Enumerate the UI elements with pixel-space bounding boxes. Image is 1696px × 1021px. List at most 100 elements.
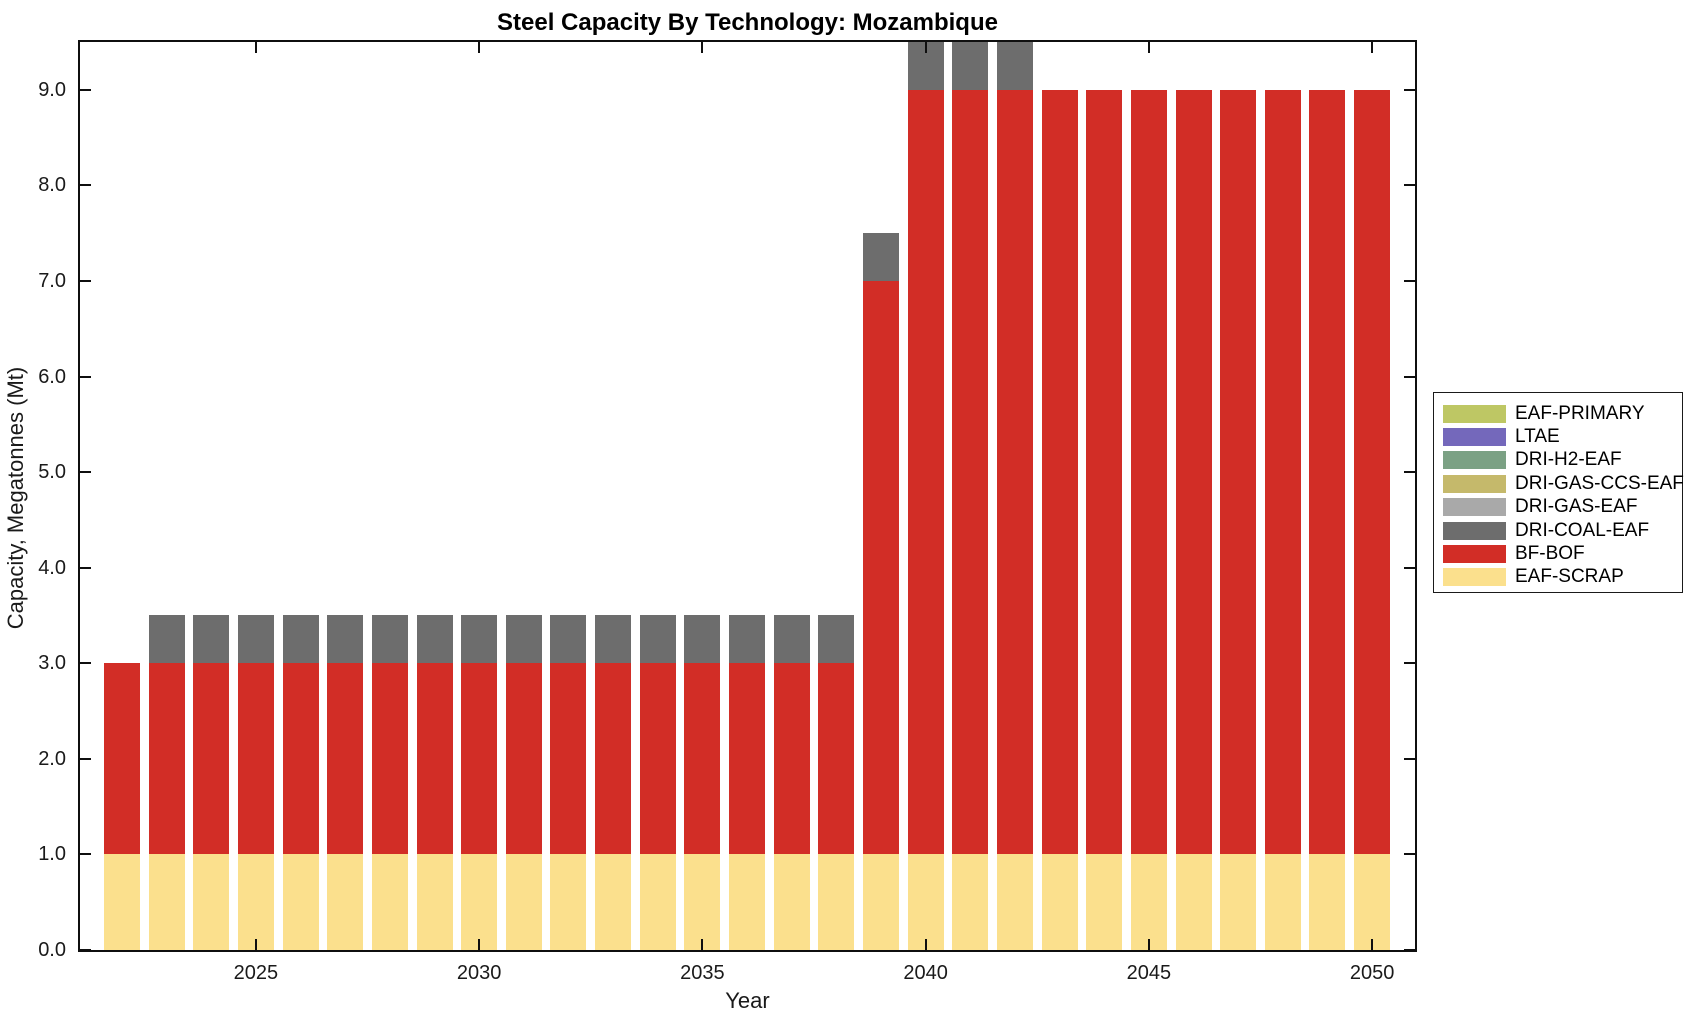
bar-segment-bf-bof-2038 xyxy=(818,663,855,855)
bar-segment-dri-coal-eaf-2042 xyxy=(996,42,1033,90)
bar-segment-eaf-scrap-2049 xyxy=(1309,854,1346,950)
legend-label: DRI-GAS-CCS-EAF xyxy=(1515,472,1684,494)
x-tick xyxy=(478,939,481,950)
x-tick-label-2050: 2050 xyxy=(1349,962,1395,984)
chart-title: Steel Capacity By Technology: Mozambique xyxy=(497,9,998,36)
legend-swatch-dri-coal-eaf xyxy=(1443,521,1506,540)
bar-segment-eaf-scrap-2029 xyxy=(416,854,453,950)
x-tick-top xyxy=(701,42,704,53)
y-tick-right xyxy=(1404,375,1415,378)
bar-segment-bf-bof-2026 xyxy=(282,663,319,855)
y-tick-right xyxy=(1404,88,1415,91)
bar-segment-eaf-scrap-2027 xyxy=(327,854,364,950)
bar-segment-bf-bof-2023 xyxy=(148,663,185,855)
y-axis-label: Capacity, Megatonnes (Mt) xyxy=(3,366,28,630)
bar-segment-dri-coal-eaf-2033 xyxy=(595,615,632,664)
bar-segment-bf-bof-2028 xyxy=(371,663,408,855)
legend-swatch-ltae xyxy=(1443,428,1506,447)
legend-label: EAF-PRIMARY xyxy=(1515,402,1645,424)
x-axis-label: Year xyxy=(725,988,770,1013)
legend-label: DRI-COAL-EAF xyxy=(1515,519,1650,541)
bar-segment-eaf-scrap-2047 xyxy=(1220,854,1257,950)
x-tick-label-2040: 2040 xyxy=(903,962,948,984)
bar-segment-eaf-scrap-2028 xyxy=(371,854,408,950)
bar-segment-bf-bof-2022 xyxy=(103,663,140,855)
bar-segment-bf-bof-2034 xyxy=(639,663,676,855)
bar-segment-bf-bof-2039 xyxy=(863,280,899,855)
y-tick-right xyxy=(1404,757,1415,760)
y-tick xyxy=(80,279,91,282)
bar-segment-eaf-scrap-2023 xyxy=(148,854,185,950)
legend-swatch-eaf-scrap xyxy=(1443,568,1506,587)
x-tick-top xyxy=(478,42,481,53)
bar-segment-eaf-scrap-2043 xyxy=(1041,854,1078,950)
bar-segment-dri-coal-eaf-2023 xyxy=(148,615,185,664)
legend-swatch-bf-bof xyxy=(1443,545,1506,564)
legend-item-dri-gas-ccs-eaf: DRI-GAS-CCS-EAF xyxy=(1443,472,1684,495)
legend-label: DRI-GAS-EAF xyxy=(1515,496,1638,518)
bar-segment-bf-bof-2045 xyxy=(1130,89,1167,855)
legend-item-bf-bof: BF-BOF xyxy=(1443,542,1682,565)
y-tick-right xyxy=(1404,279,1415,282)
legend-item-eaf-scrap: EAF-SCRAP xyxy=(1443,566,1682,589)
bar-segment-bf-bof-2049 xyxy=(1309,89,1346,855)
bar-segment-bf-bof-2043 xyxy=(1041,89,1078,855)
bar-segment-dri-coal-eaf-2030 xyxy=(461,615,498,664)
legend-item-dri-gas-eaf: DRI-GAS-EAF xyxy=(1443,496,1682,519)
legend-item-ltae: LTAE xyxy=(1443,425,1682,448)
x-tick xyxy=(701,939,704,950)
y-tick-right xyxy=(1404,662,1415,665)
y-tick-right xyxy=(1404,471,1415,474)
y-tick xyxy=(80,757,91,760)
bar-segment-dri-coal-eaf-2028 xyxy=(371,615,408,664)
bar-segment-eaf-scrap-2048 xyxy=(1264,854,1301,950)
legend-label: LTAE xyxy=(1515,426,1560,448)
legend-item-dri-h2-eaf: DRI-H2-EAF xyxy=(1443,449,1682,472)
x-tick-top xyxy=(1371,42,1374,53)
bar-segment-dri-coal-eaf-2037 xyxy=(773,615,810,664)
y-tick xyxy=(80,949,91,951)
bar-segment-dri-coal-eaf-2029 xyxy=(416,615,453,664)
bar-segment-eaf-scrap-2042 xyxy=(996,854,1033,950)
x-tick-top xyxy=(924,42,927,53)
bar-segment-dri-coal-eaf-2035 xyxy=(684,615,721,664)
y-tick-label-3.0: 3.0 xyxy=(38,652,66,675)
bar-segment-bf-bof-2027 xyxy=(327,663,364,855)
legend-swatch-dri-h2-eaf xyxy=(1443,451,1506,470)
x-tick xyxy=(1371,939,1374,950)
bar-segment-eaf-scrap-2030 xyxy=(461,854,498,950)
bar-segment-bf-bof-2029 xyxy=(416,663,453,855)
x-tick-label-2045: 2045 xyxy=(1126,962,1172,984)
y-tick-right xyxy=(1404,566,1415,569)
bar-segment-bf-bof-2037 xyxy=(773,663,810,855)
x-tick xyxy=(924,939,927,950)
plot-area xyxy=(78,40,1417,952)
y-tick-label-4.0: 4.0 xyxy=(38,556,66,579)
y-tick-label-8.0: 8.0 xyxy=(38,174,66,197)
bar-segment-bf-bof-2042 xyxy=(996,89,1033,855)
y-tick-label-2.0: 2.0 xyxy=(38,747,66,770)
bar-segment-eaf-scrap-2039 xyxy=(863,854,899,950)
bar-segment-eaf-scrap-2046 xyxy=(1175,854,1212,950)
bar-segment-bf-bof-2036 xyxy=(729,663,766,855)
legend-swatch-eaf-primary xyxy=(1443,404,1506,423)
bar-segment-dri-coal-eaf-2036 xyxy=(729,615,766,664)
legend: EAF-PRIMARY LTAE DRI-H2-EAF DRI-GAS-CCS-EAF… xyxy=(1433,392,1684,593)
legend-item-eaf-primary: EAF-PRIMARY xyxy=(1443,402,1682,425)
y-tick-label-1.0: 1.0 xyxy=(38,843,66,866)
bar-segment-eaf-scrap-2034 xyxy=(639,854,676,950)
bar-segment-dri-coal-eaf-2038 xyxy=(818,615,855,664)
bar-segment-dri-coal-eaf-2032 xyxy=(550,615,587,664)
y-tick-right xyxy=(1404,853,1415,856)
y-tick xyxy=(80,375,91,378)
legend-label: EAF-SCRAP xyxy=(1515,566,1624,588)
x-tick-label-2025: 2025 xyxy=(233,962,279,984)
bar-segment-eaf-scrap-2041 xyxy=(952,854,989,950)
y-tick-label-7.0: 7.0 xyxy=(38,269,66,292)
bar-segment-bf-bof-2031 xyxy=(505,663,542,855)
legend-swatch-dri-gas-ccs-eaf xyxy=(1443,474,1506,493)
bar-segment-bf-bof-2040 xyxy=(907,89,944,855)
bar-segment-eaf-scrap-2038 xyxy=(818,854,855,950)
bar-segment-dri-coal-eaf-2027 xyxy=(327,615,364,664)
bar-segment-eaf-scrap-2035 xyxy=(684,854,721,950)
